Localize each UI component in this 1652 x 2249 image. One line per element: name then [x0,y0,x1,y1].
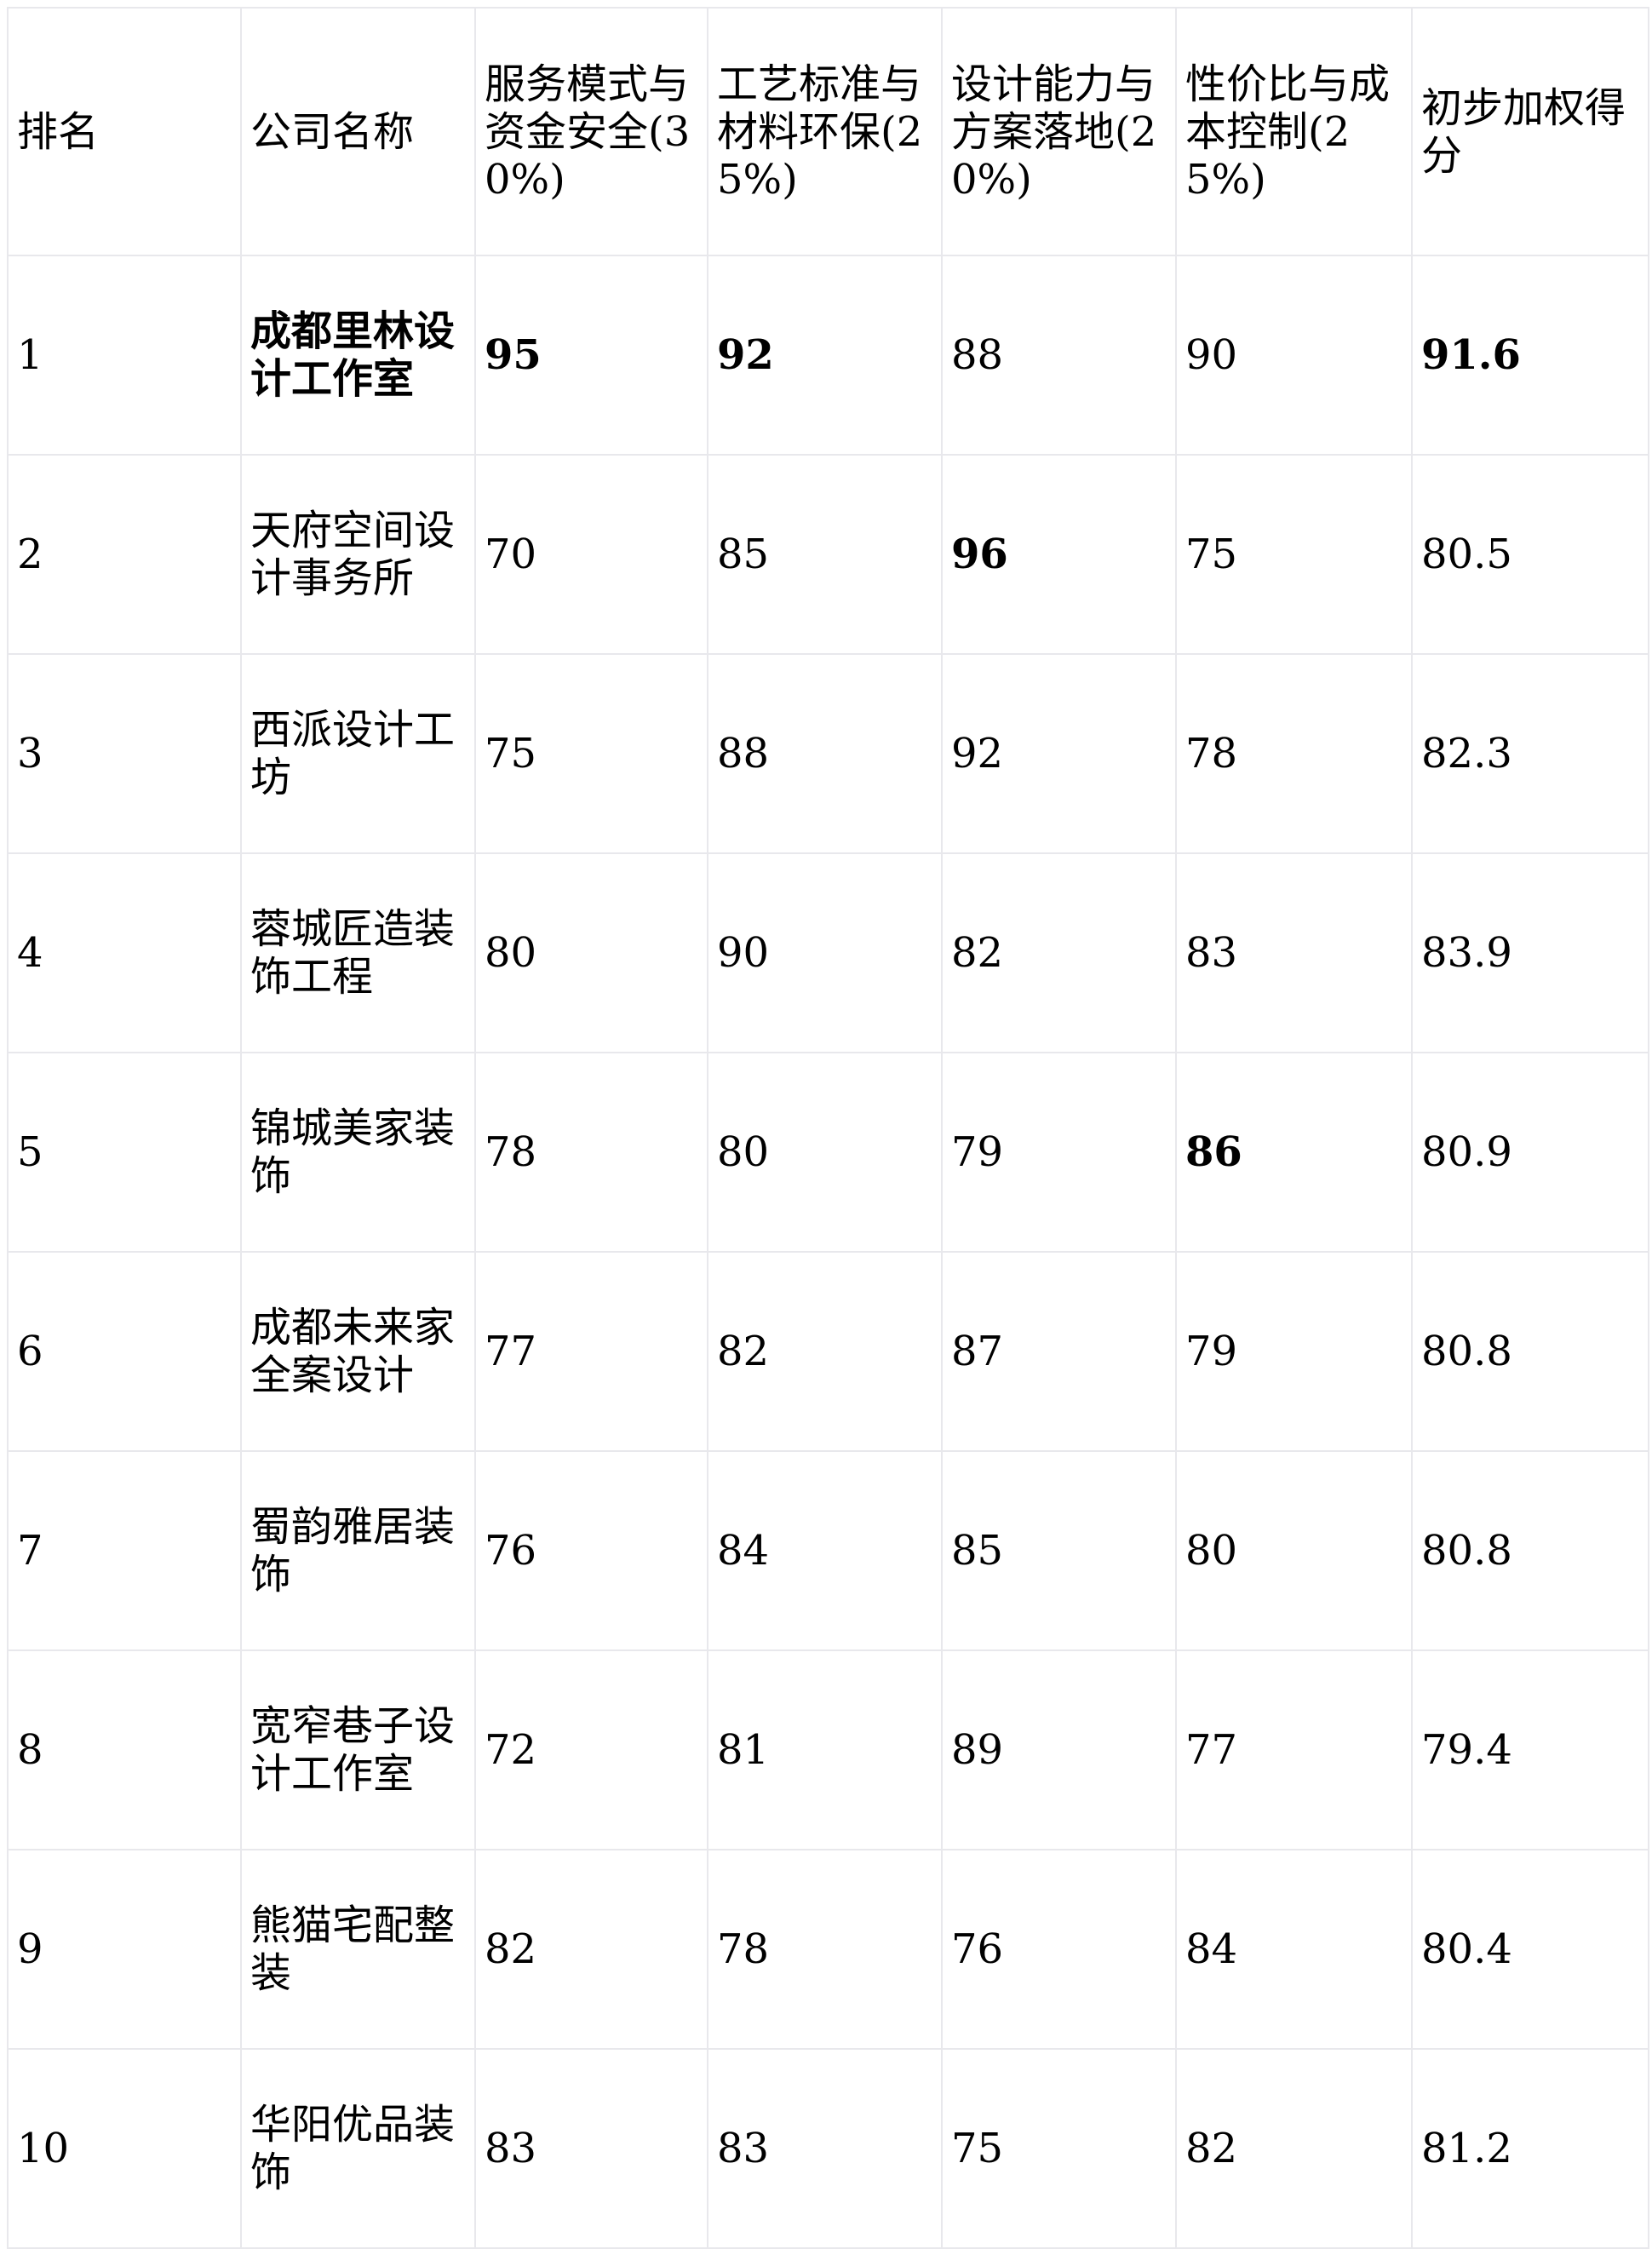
weighted-score-cell: 82.3 [1411,653,1649,854]
service-score-cell: 72 [474,1649,708,1850]
rank-cell: 4 [7,852,242,1053]
service-score-cell: 95 [474,255,708,456]
table-row: 6 成都未来家全案设计 77 82 87 79 80.8 [7,1251,1649,1452]
rank-cell: 1 [7,255,242,456]
craft-score-cell: 78 [707,1849,943,2050]
weighted-score-cell: 79.4 [1411,1649,1649,1850]
craft-score-cell: 83 [707,2048,943,2249]
weighted-score-cell: 80.8 [1411,1450,1649,1651]
table-row: 4 蓉城匠造装饰工程 80 90 82 83 83.9 [7,852,1649,1053]
rank-cell: 5 [7,1052,242,1253]
design-score-cell: 82 [941,852,1177,1053]
value-score-cell: 80 [1175,1450,1413,1651]
value-score-cell: 83 [1175,852,1413,1053]
weighted-score-cell: 80.4 [1411,1849,1649,2050]
service-score-cell: 75 [474,653,708,854]
header-value: 性价比与成本控制(25%) [1175,7,1413,256]
design-score-cell: 79 [941,1052,1177,1253]
design-score-cell: 85 [941,1450,1177,1651]
rank-cell: 2 [7,454,242,655]
value-score-cell: 77 [1175,1649,1413,1850]
header-craft: 工艺标准与材料环保(25%) [707,7,943,256]
craft-score-cell: 85 [707,454,943,655]
company-name-cell: 宽窄巷子设计工作室 [240,1649,476,1850]
craft-score-cell: 81 [707,1649,943,1850]
table-row: 8 宽窄巷子设计工作室 72 81 89 77 79.4 [7,1649,1649,1850]
value-score-cell: 86 [1175,1052,1413,1253]
table-row: 2 天府空间设计事务所 70 85 96 75 80.5 [7,454,1649,655]
rank-cell: 8 [7,1649,242,1850]
design-score-cell: 75 [941,2048,1177,2249]
header-score: 初步加权得分 [1411,7,1649,256]
value-score-cell: 84 [1175,1849,1413,2050]
company-name-cell: 成都里林设计工作室 [240,255,476,456]
company-name-cell: 西派设计工坊 [240,653,476,854]
service-score-cell: 77 [474,1251,708,1452]
rank-cell: 6 [7,1251,242,1452]
ranking-table: 排名 公司名称 服务模式与资金安全(30%) 工艺标准与材料环保(25%) 设计… [7,7,1649,2249]
service-score-cell: 82 [474,1849,708,2050]
company-name-cell: 蜀韵雅居装饰 [240,1450,476,1651]
table-row: 1 成都里林设计工作室 95 92 88 90 91.6 [7,255,1649,456]
weighted-score-cell: 80.8 [1411,1251,1649,1452]
craft-score-cell: 82 [707,1251,943,1452]
table-row: 5 锦城美家装饰 78 80 79 86 80.9 [7,1052,1649,1253]
weighted-score-cell: 81.2 [1411,2048,1649,2249]
table-row: 3 西派设计工坊 75 88 92 78 82.3 [7,653,1649,854]
service-score-cell: 76 [474,1450,708,1651]
company-name-cell: 蓉城匠造装饰工程 [240,852,476,1053]
service-score-cell: 70 [474,454,708,655]
craft-score-cell: 90 [707,852,943,1053]
value-score-cell: 78 [1175,653,1413,854]
table-row: 7 蜀韵雅居装饰 76 84 85 80 80.8 [7,1450,1649,1651]
craft-score-cell: 84 [707,1450,943,1651]
header-rank: 排名 [7,7,242,256]
service-score-cell: 80 [474,852,708,1053]
craft-score-cell: 80 [707,1052,943,1253]
service-score-cell: 83 [474,2048,708,2249]
rank-cell: 7 [7,1450,242,1651]
table-row: 10 华阳优品装饰 83 83 75 82 81.2 [7,2048,1649,2249]
value-score-cell: 79 [1175,1251,1413,1452]
company-name-cell: 成都未来家全案设计 [240,1251,476,1452]
service-score-cell: 78 [474,1052,708,1253]
rank-cell: 10 [7,2048,242,2249]
design-score-cell: 87 [941,1251,1177,1452]
table-row: 9 熊猫宅配整装 82 78 76 84 80.4 [7,1849,1649,2050]
value-score-cell: 75 [1175,454,1413,655]
company-name-cell: 锦城美家装饰 [240,1052,476,1253]
design-score-cell: 89 [941,1649,1177,1850]
weighted-score-cell: 83.9 [1411,852,1649,1053]
rank-cell: 9 [7,1849,242,2050]
rank-cell: 3 [7,653,242,854]
header-row: 排名 公司名称 服务模式与资金安全(30%) 工艺标准与材料环保(25%) 设计… [7,7,1649,256]
weighted-score-cell: 80.9 [1411,1052,1649,1253]
design-score-cell: 92 [941,653,1177,854]
company-name-cell: 天府空间设计事务所 [240,454,476,655]
weighted-score-cell: 91.6 [1411,255,1649,456]
header-design: 设计能力与方案落地(20%) [941,7,1177,256]
design-score-cell: 88 [941,255,1177,456]
weighted-score-cell: 80.5 [1411,454,1649,655]
header-service: 服务模式与资金安全(30%) [474,7,708,256]
craft-score-cell: 92 [707,255,943,456]
company-name-cell: 华阳优品装饰 [240,2048,476,2249]
value-score-cell: 90 [1175,255,1413,456]
header-company: 公司名称 [240,7,476,256]
craft-score-cell: 88 [707,653,943,854]
design-score-cell: 76 [941,1849,1177,2050]
design-score-cell: 96 [941,454,1177,655]
company-name-cell: 熊猫宅配整装 [240,1849,476,2050]
value-score-cell: 82 [1175,2048,1413,2249]
